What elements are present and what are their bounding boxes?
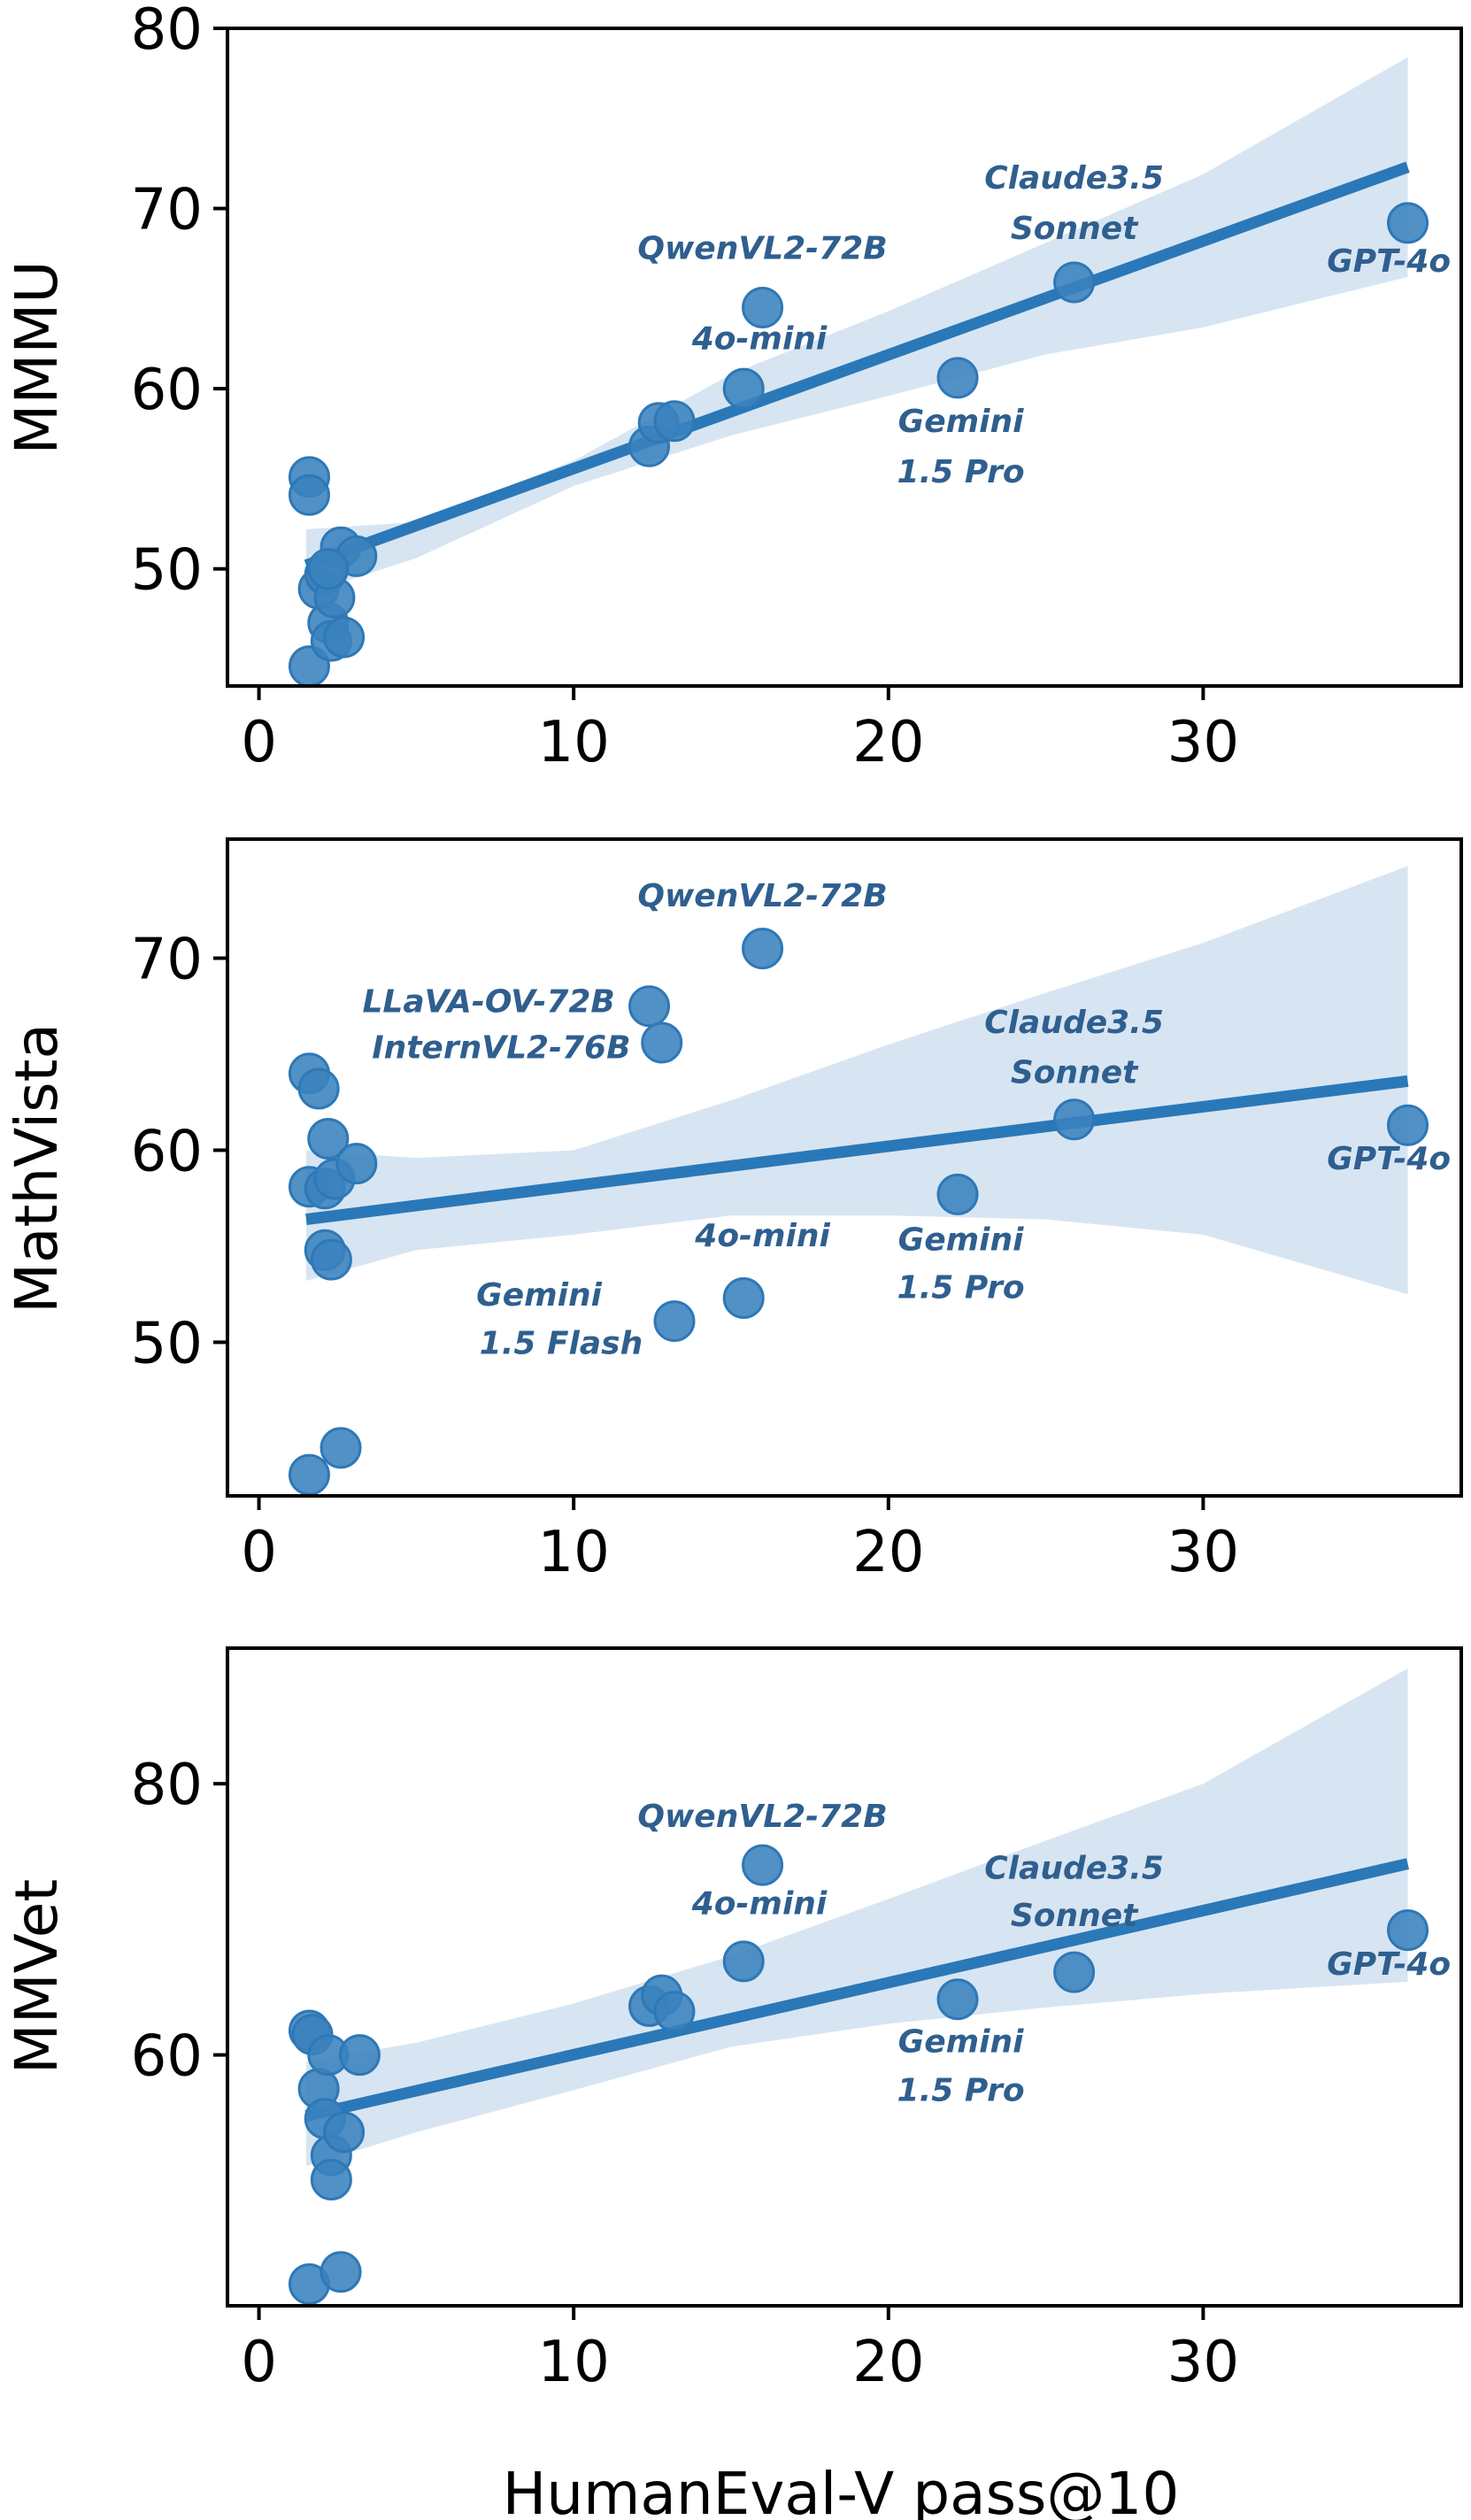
x-tick-label: 10 — [537, 1520, 609, 1585]
point-annotation: Claude3.5 — [984, 1850, 1164, 1886]
data-point — [310, 2159, 352, 2201]
x-tick-label: 10 — [537, 2330, 609, 2395]
point-annotation: 1.5 Flash — [480, 1325, 643, 1361]
data-point — [297, 1067, 340, 1110]
data-point — [742, 1844, 784, 1886]
y-tick-label: 60 — [131, 1119, 203, 1184]
data-point — [936, 1978, 979, 2021]
x-tick-label: 30 — [1167, 710, 1239, 775]
x-tick-label: 20 — [852, 710, 924, 775]
data-point — [288, 1453, 330, 1496]
regression-line — [304, 1858, 1409, 2122]
y-tick-label: 70 — [131, 928, 203, 993]
y-tick-label: 70 — [131, 178, 203, 243]
data-point — [307, 548, 350, 590]
data-point — [653, 1300, 696, 1343]
point-annotation: Sonnet — [1011, 211, 1139, 247]
point-annotation: Sonnet — [1011, 1898, 1139, 1934]
data-point — [307, 1117, 350, 1160]
x-tick-label: 20 — [852, 1520, 924, 1585]
y-axis-label: MMVet — [3, 1879, 71, 2074]
point-annotation: QwenVL2-72B — [637, 878, 887, 914]
point-annotation: InternVL2-76B — [372, 1029, 630, 1066]
point-annotation: Gemini — [898, 2024, 1024, 2061]
point-annotation: GPT-4o — [1327, 243, 1451, 280]
point-annotation: 4o-mini — [691, 1885, 828, 1922]
point-annotation: Gemini — [476, 1277, 602, 1314]
point-annotation: Gemini — [898, 1221, 1024, 1258]
x-axis-label: HumanEval-V pass@10 — [503, 2460, 1180, 2520]
point-annotation: Gemini — [898, 404, 1024, 440]
point-annotation: 1.5 Pro — [897, 454, 1025, 490]
confidence-band — [305, 57, 1408, 595]
point-annotation: Claude3.5 — [984, 160, 1164, 197]
x-tick-label: 30 — [1167, 1520, 1239, 1585]
data-point — [1387, 1104, 1429, 1146]
data-point — [288, 474, 330, 516]
data-point — [742, 928, 784, 970]
point-annotation: Claude3.5 — [984, 1005, 1164, 1041]
y-tick-label: 80 — [131, 1753, 203, 1818]
data-point — [722, 367, 765, 410]
point-annotation: GPT-4o — [1327, 1141, 1451, 1177]
point-annotation: 4o-mini — [691, 320, 828, 357]
data-point — [628, 985, 671, 1028]
point-annotation: Sonnet — [1011, 1055, 1139, 1091]
data-point — [1053, 1951, 1096, 1993]
y-axis-label: MMMU — [3, 260, 71, 454]
x-tick-label: 0 — [241, 2330, 277, 2395]
axes-frame — [226, 837, 1463, 1498]
data-point — [936, 1173, 979, 1215]
panel-mmvet: QwenVL2-72B 4o-mini Claude3.5 Sonnet GPT-4o G… — [3, 1646, 1463, 2395]
data-point — [653, 400, 696, 443]
x-tick-label: 10 — [537, 710, 609, 775]
y-tick-label: 60 — [131, 358, 203, 423]
point-annotation: 1.5 Pro — [897, 2073, 1025, 2109]
y-tick-label: 50 — [131, 538, 203, 604]
regression-line — [305, 1075, 1409, 1226]
data-point — [320, 1427, 362, 1469]
data-point — [1053, 1098, 1096, 1141]
point-annotation: QwenVL2-72B — [637, 1799, 887, 1835]
data-point — [1053, 261, 1096, 304]
panel-mathvista: QwenVL2-72B LLaVA-OV-72B InternVL2-76B Clau… — [3, 837, 1463, 1585]
data-point — [323, 616, 366, 659]
x-tick-label: 0 — [241, 1520, 277, 1585]
y-tick-label: 60 — [131, 2024, 203, 2090]
confidence-band — [305, 866, 1408, 1295]
point-annotation: GPT-4o — [1327, 1946, 1451, 1983]
data-point — [722, 1940, 765, 1983]
regression-line — [304, 161, 1410, 571]
y-tick-label: 80 — [131, 0, 203, 63]
data-point — [742, 287, 784, 329]
data-point — [1387, 202, 1429, 244]
x-tick-label: 20 — [852, 2330, 924, 2395]
data-point — [1387, 1909, 1429, 1952]
confidence-band — [305, 1668, 1408, 2167]
data-point — [338, 2034, 381, 2077]
point-annotation: 4o-mini — [694, 1218, 830, 1254]
data-point — [335, 1143, 378, 1185]
data-point — [320, 2251, 362, 2293]
data-point — [310, 1238, 352, 1281]
point-annotation: QwenVL2-72B — [637, 231, 887, 267]
panel-mmmu: QwenVL2-72B 4o-mini Claude3.5 Sonnet GPT-4o G… — [3, 0, 1463, 775]
x-tick-label: 0 — [241, 710, 277, 775]
data-point — [936, 357, 979, 399]
point-annotation: LLaVA-OV-72B — [362, 983, 614, 1020]
axes-frame — [226, 27, 1463, 688]
data-point — [323, 2111, 366, 2154]
data-point — [641, 1021, 683, 1064]
x-tick-label: 30 — [1167, 2330, 1239, 2395]
axes-frame — [226, 1646, 1463, 2308]
y-tick-label: 50 — [131, 1311, 203, 1376]
y-axis-label: MathVista — [3, 1023, 71, 1314]
point-annotation: 1.5 Pro — [897, 1270, 1025, 1306]
data-point — [653, 1991, 696, 2033]
data-point — [722, 1277, 765, 1320]
